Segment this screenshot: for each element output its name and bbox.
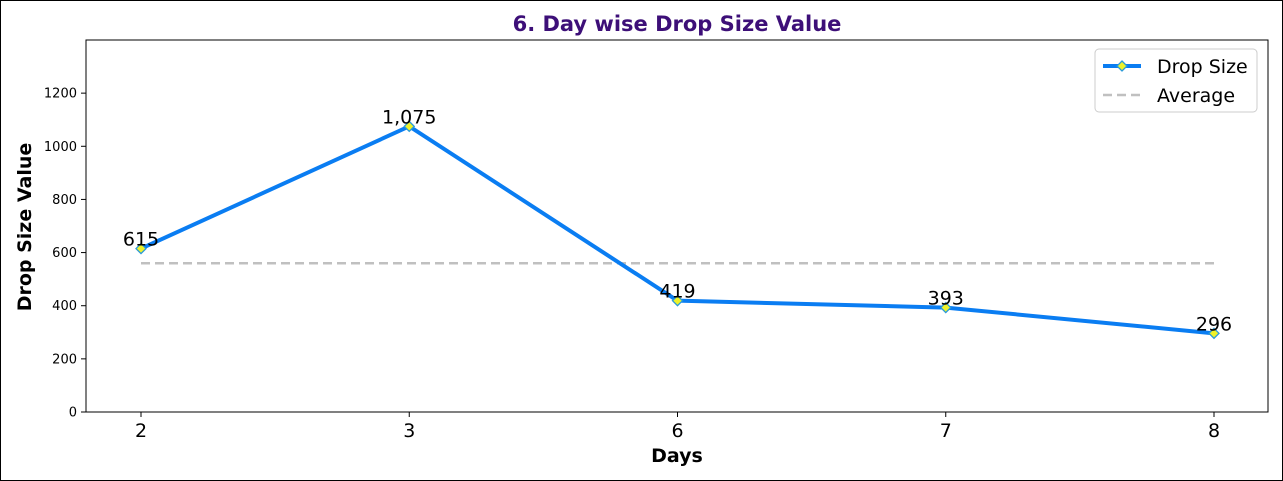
y-tick-label: 1200 bbox=[44, 87, 77, 102]
y-tick-label: 400 bbox=[52, 299, 77, 314]
data-label: 393 bbox=[928, 288, 964, 310]
data-label: 1,075 bbox=[382, 106, 436, 128]
x-tick-label: 7 bbox=[940, 420, 952, 442]
y-tick-label: 1000 bbox=[44, 140, 77, 155]
x-tick-label: 8 bbox=[1208, 420, 1220, 442]
x-axis-label: Days bbox=[651, 445, 703, 467]
data-point-marker bbox=[403, 120, 416, 133]
legend-label-average: Average bbox=[1157, 85, 1235, 107]
data-point-marker bbox=[135, 242, 147, 255]
x-tick-label: 6 bbox=[671, 420, 683, 442]
data-label: 615 bbox=[123, 229, 159, 251]
data-label: 419 bbox=[659, 281, 695, 303]
chart-title: 6. Day wise Drop Size Value bbox=[513, 12, 842, 36]
legend-marker-drop-size bbox=[1116, 60, 1128, 72]
y-tick-label: 200 bbox=[52, 352, 77, 367]
x-tick-label: 3 bbox=[403, 420, 415, 442]
legend: Drop Size Average bbox=[1094, 48, 1258, 113]
data-label: 296 bbox=[1196, 313, 1232, 335]
x-tick-label: 2 bbox=[135, 420, 147, 442]
legend-label-drop-size: Drop Size bbox=[1157, 56, 1248, 78]
plot-area: 0 200 400 600 800 1000 1200 2 3 6 7 8 615 1,075 419 393… bbox=[44, 39, 1269, 442]
y-tick-label: 800 bbox=[52, 193, 77, 208]
data-point-marker bbox=[671, 294, 684, 307]
y-tick-label: 600 bbox=[52, 246, 77, 261]
plot-frame bbox=[85, 39, 1269, 413]
data-point-marker bbox=[1208, 327, 1220, 340]
y-tick-label: 0 bbox=[69, 406, 77, 421]
data-point-marker bbox=[939, 301, 952, 314]
y-axis-label: Drop Size Value bbox=[14, 143, 36, 312]
